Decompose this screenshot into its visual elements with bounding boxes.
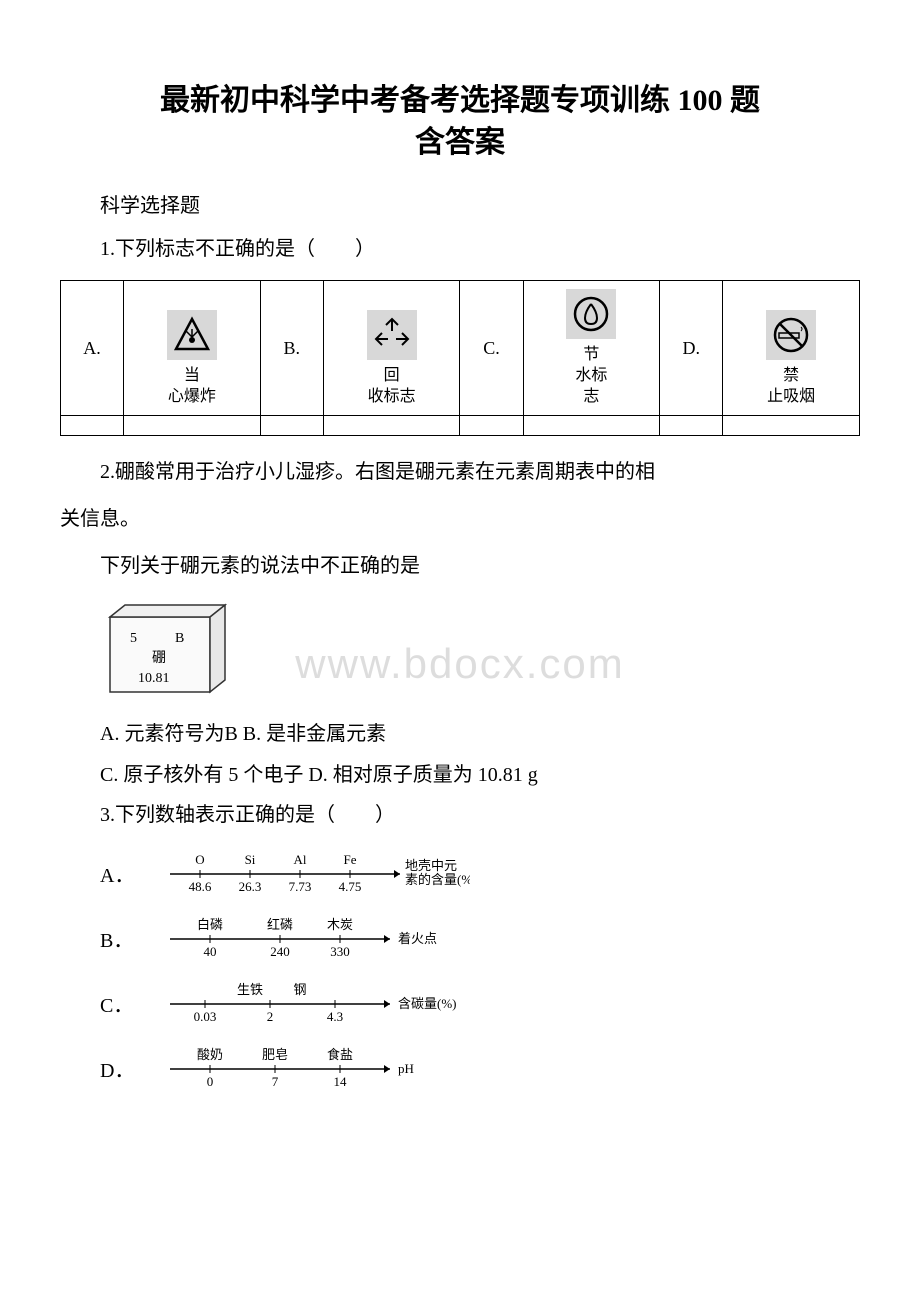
table-row: A. 当 心爆炸 B. xyxy=(61,281,860,416)
question-2-line-1: 2.硼酸常用于治疗小儿湿疹。右图是硼元素在元素周期表中的相 xyxy=(60,456,860,488)
option-row-d: D． 酸奶 肥皂 食盐 0 7 14 pH xyxy=(100,1041,860,1096)
option-letter-b: B． xyxy=(100,924,150,953)
option-label-c: C. xyxy=(460,281,523,416)
option-caption-c: 节 水标 志 xyxy=(575,345,607,407)
svg-text:7.73: 7.73 xyxy=(289,879,312,894)
svg-text:食盐: 食盐 xyxy=(327,1047,353,1062)
title-line-2: 含答案 xyxy=(60,122,860,164)
svg-text:0: 0 xyxy=(207,1074,214,1089)
recycle-icon xyxy=(367,310,417,360)
periodic-element-box-icon: 5 B 硼 10.81 xyxy=(100,597,240,697)
option-icon-cell-b: 回 收标志 xyxy=(323,281,460,416)
svg-text:pH: pH xyxy=(398,1061,414,1076)
question-3-options: A． O Si Al Fe 48.6 26.3 7.73 4.75 xyxy=(60,846,860,1096)
svg-text:着火点: 着火点 xyxy=(398,931,437,946)
svg-text:0.03: 0.03 xyxy=(194,1009,217,1024)
element-number: 5 xyxy=(130,631,137,646)
svg-text:Al: Al xyxy=(294,852,307,867)
option-label-a: A. xyxy=(61,281,124,416)
svg-text:4.75: 4.75 xyxy=(339,879,362,894)
svg-text:O: O xyxy=(195,852,204,867)
axis-diagram-b: 白磷 红磷 木炭 40 240 330 着火点 xyxy=(150,911,470,966)
explosion-warning-icon xyxy=(167,310,217,360)
question-3-text: 3.下列数轴表示正确的是（ ） xyxy=(60,799,860,831)
svg-text:48.6: 48.6 xyxy=(189,879,212,894)
svg-text:红磷: 红磷 xyxy=(267,917,293,932)
svg-text:地壳中元: 地壳中元 xyxy=(405,858,457,873)
section-label: 科学选择题 xyxy=(60,189,860,218)
option-letter-d: D． xyxy=(100,1054,150,1083)
table-row xyxy=(61,416,860,436)
svg-text:钢: 钢 xyxy=(293,982,306,997)
axis-diagram-d: 酸奶 肥皂 食盐 0 7 14 pH xyxy=(150,1041,470,1096)
question-2-line-3: 下列关于硼元素的说法中不正确的是 xyxy=(60,550,860,582)
document-title: 最新初中科学中考备考选择题专项训练 100 题 含答案 xyxy=(60,80,860,164)
option-label-b: B. xyxy=(260,281,323,416)
axis-diagram-c: 生铁 钢 0.03 2 4.3 含碳量(%) xyxy=(150,976,470,1031)
svg-text:4.3: 4.3 xyxy=(327,1009,343,1024)
option-icon-cell-d: 禁 止吸烟 xyxy=(723,281,860,416)
element-symbol: B xyxy=(175,631,184,646)
question-1-text: 1.下列标志不正确的是（ ） xyxy=(60,233,860,265)
svg-text:Fe: Fe xyxy=(344,852,357,867)
svg-text:肥皂: 肥皂 xyxy=(262,1047,288,1062)
element-name: 硼 xyxy=(152,651,166,666)
option-row-a: A． O Si Al Fe 48.6 26.3 7.73 4.75 xyxy=(100,846,860,901)
svg-text:240: 240 xyxy=(270,944,290,959)
svg-text:40: 40 xyxy=(204,944,217,959)
question-2-answers-2: C. 原子核外有 5 个电子 D. 相对原子质量为 10.81 g xyxy=(60,758,860,787)
document-content: 最新初中科学中考备考选择题专项训练 100 题 含答案 科学选择题 1.下列标志… xyxy=(60,80,860,1096)
option-icon-cell-a: 当 心爆炸 xyxy=(124,281,261,416)
title-line-1: 最新初中科学中考备考选择题专项训练 100 题 xyxy=(60,80,860,122)
option-icon-cell-c: 节 水标 志 xyxy=(523,281,660,416)
option-caption-d: 禁 止吸烟 xyxy=(767,366,815,408)
element-box-container: 5 B 硼 10.81 xyxy=(100,597,860,702)
option-label-d: D. xyxy=(660,281,723,416)
svg-text:生铁: 生铁 xyxy=(237,982,263,997)
axis-diagram-a: O Si Al Fe 48.6 26.3 7.73 4.75 地壳中元 素的含量… xyxy=(150,846,470,901)
svg-text:Si: Si xyxy=(245,852,256,867)
question-2-line-2: 关信息。 xyxy=(60,503,860,535)
question-1-table: A. 当 心爆炸 B. xyxy=(60,280,860,436)
option-letter-a: A． xyxy=(100,859,150,888)
no-smoking-icon xyxy=(766,310,816,360)
svg-text:2: 2 xyxy=(267,1009,274,1024)
option-letter-c: C． xyxy=(100,989,150,1018)
water-saving-icon xyxy=(566,289,616,339)
option-caption-a: 当 心爆炸 xyxy=(168,366,216,408)
option-caption-b: 回 收标志 xyxy=(368,366,416,408)
element-mass: 10.81 xyxy=(138,671,170,686)
svg-text:330: 330 xyxy=(330,944,350,959)
svg-text:7: 7 xyxy=(272,1074,279,1089)
question-2-answers-1: A. 元素符号为B B. 是非金属元素 xyxy=(60,717,860,746)
svg-text:白磷: 白磷 xyxy=(197,917,223,932)
svg-text:26.3: 26.3 xyxy=(239,879,262,894)
option-row-b: B． 白磷 红磷 木炭 40 240 330 着火点 xyxy=(100,911,860,966)
svg-text:14: 14 xyxy=(334,1074,348,1089)
option-row-c: C． 生铁 钢 0.03 2 4.3 含碳量(%) xyxy=(100,976,860,1031)
svg-text:酸奶: 酸奶 xyxy=(197,1047,223,1062)
svg-text:素的含量(%): 素的含量(%) xyxy=(405,872,470,887)
svg-text:木炭: 木炭 xyxy=(327,917,353,932)
svg-text:含碳量(%): 含碳量(%) xyxy=(398,996,457,1011)
